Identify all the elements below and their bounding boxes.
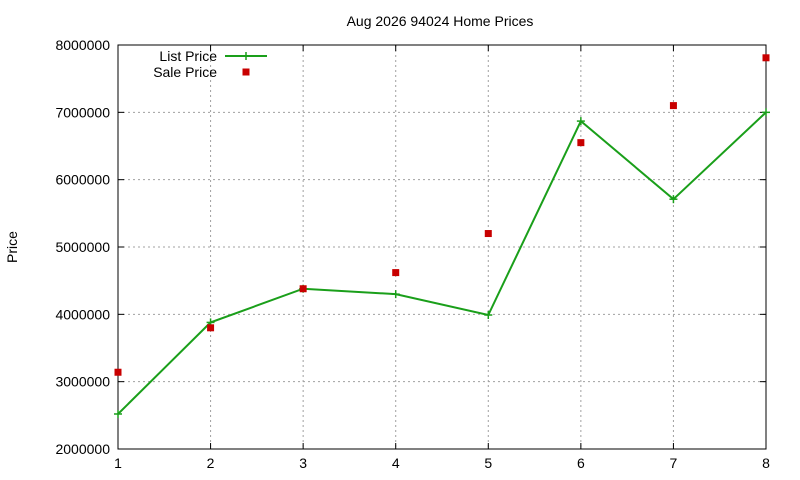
list-price-point (484, 311, 493, 320)
x-tick-label: 8 (762, 455, 770, 471)
x-tick-label: 2 (207, 455, 215, 471)
sale-price-point (299, 285, 307, 293)
sale-price-point (669, 102, 677, 110)
series (114, 54, 770, 418)
list-price-point (669, 195, 678, 204)
list-price-point (114, 409, 122, 418)
x-tick-label: 1 (114, 455, 122, 471)
axis-ticks: 1 2 3 4 5 6 7 8 2000000 3000000 4000000 5000000 6000… (55, 37, 770, 471)
list-price-point (762, 108, 770, 117)
y-tick-label: 8000000 (55, 37, 110, 53)
y-axis-label: Price (4, 231, 20, 263)
x-tick-label: 4 (392, 455, 400, 471)
y-tick-label: 7000000 (55, 104, 110, 120)
grid (118, 45, 766, 449)
legend-marker-sale-price (242, 68, 250, 76)
y-tick-label: 3000000 (55, 374, 110, 390)
y-tick-label: 6000000 (55, 172, 110, 188)
list-price-point (576, 117, 585, 126)
sale-price-point (762, 54, 770, 62)
list-price-line (117, 111, 767, 415)
sale-price-point (207, 324, 215, 332)
y-tick-label: 2000000 (55, 441, 110, 457)
x-tick-label: 5 (484, 455, 492, 471)
x-tick-label: 3 (299, 455, 307, 471)
sale-price-point (392, 269, 400, 277)
x-tick-label: 7 (670, 455, 678, 471)
sale-price-point (114, 368, 122, 376)
sale-price-point (484, 230, 492, 238)
x-tick-label: 6 (577, 455, 585, 471)
legend-marker-list-price (242, 52, 250, 60)
legend-label-list-price: List Price (159, 48, 217, 64)
list-price-point (391, 290, 400, 299)
sale-price-point (577, 139, 585, 147)
chart-title: Aug 2026 94024 Home Prices (347, 13, 534, 29)
y-tick-label: 4000000 (55, 306, 110, 322)
legend-label-sale-price: Sale Price (153, 64, 217, 80)
y-tick-label: 5000000 (55, 239, 110, 255)
